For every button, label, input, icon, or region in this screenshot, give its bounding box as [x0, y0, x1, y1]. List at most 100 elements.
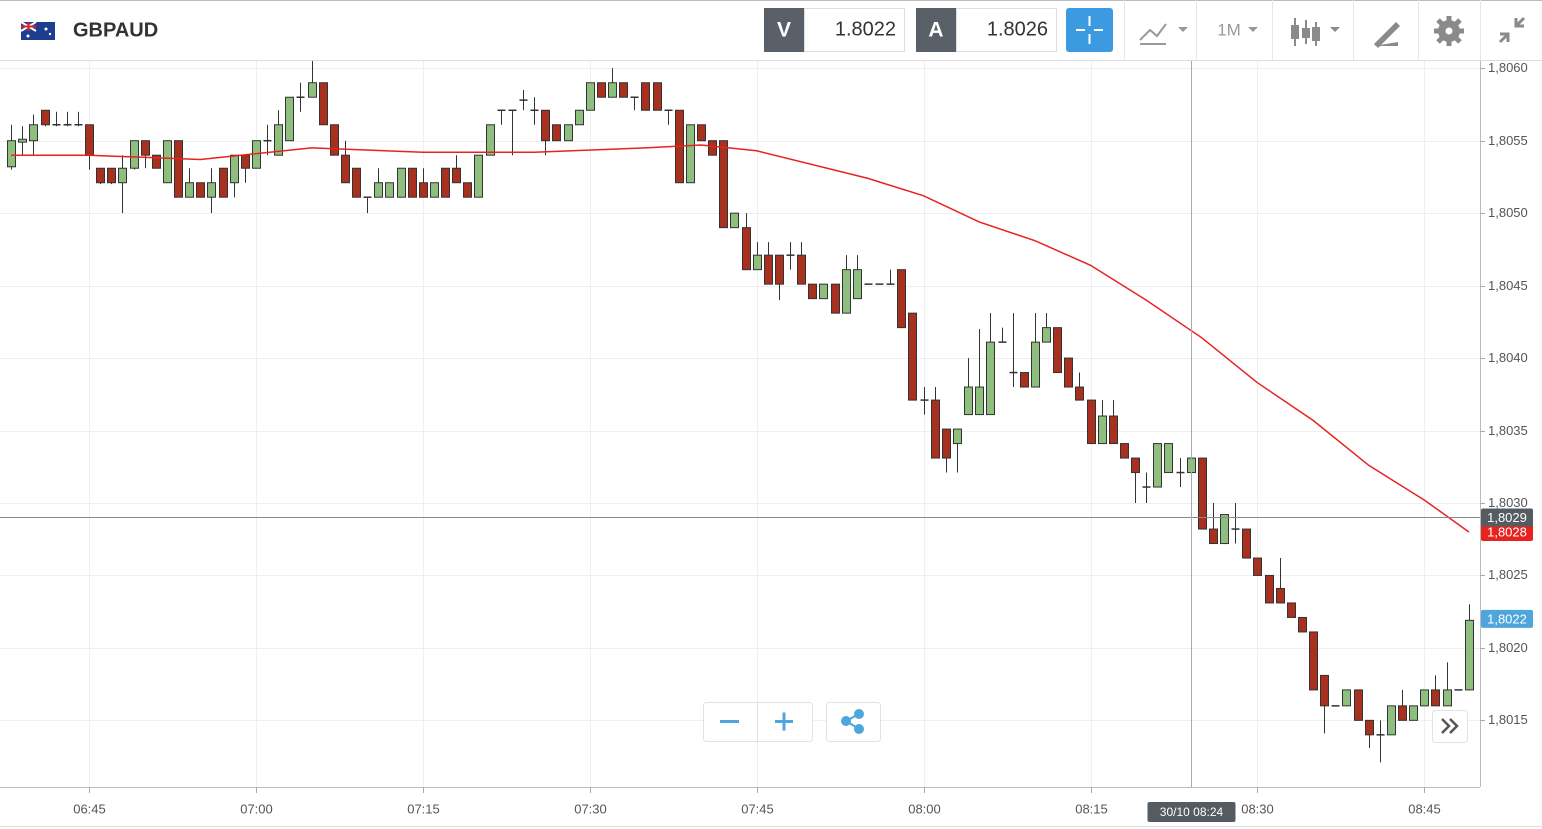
zoom-buttons: [703, 702, 1468, 743]
candle-body: [397, 167, 406, 198]
candle-body: [1220, 514, 1229, 545]
candle-body: [686, 124, 695, 184]
y-tick-label: 1,8020: [1488, 640, 1528, 655]
candle-body: [185, 182, 194, 198]
candle-body: [608, 82, 617, 98]
candle-body: [1365, 719, 1374, 736]
candle-body: [931, 399, 940, 459]
y-tick-label: 1,8025: [1488, 567, 1528, 582]
candle-body: [130, 140, 139, 169]
bid-button[interactable]: [764, 8, 804, 52]
candle-body: [118, 167, 127, 184]
crosshair-button[interactable]: [1066, 8, 1113, 52]
candle-body: [552, 124, 561, 142]
timeframe[interactable]: 1M: [1217, 20, 1241, 39]
candle-body: [1209, 528, 1218, 545]
candle-body: [842, 269, 851, 314]
candle-body: [174, 140, 183, 198]
candle-body: [1265, 574, 1274, 604]
indicator-button[interactable]: [1139, 23, 1188, 45]
candle-body: [1465, 619, 1474, 691]
collapse-button[interactable]: [1498, 16, 1526, 44]
share[interactable]: [841, 709, 864, 734]
candle-body: [697, 124, 706, 142]
scroll-end-icon: [1441, 718, 1459, 734]
y-tick-label: 1,8060: [1488, 60, 1528, 75]
settings-button[interactable]: [1434, 16, 1464, 46]
candle-body: [564, 124, 573, 142]
candle-body: [764, 254, 773, 285]
candle-body: [196, 182, 205, 198]
draw-button[interactable]: [1374, 22, 1400, 48]
ma-last-label: 1,8028: [1487, 524, 1527, 539]
y-tick-label: 1,8040: [1488, 350, 1528, 365]
candle-body: [986, 341, 995, 416]
candle-body: [975, 386, 984, 416]
plot: [7, 61, 1474, 763]
candle-body: [419, 182, 428, 198]
candle-body: [207, 182, 216, 198]
candle-body: [374, 182, 383, 198]
candle-body: [319, 82, 328, 126]
zoom-out[interactable]: [720, 720, 739, 723]
grid: 1,80151,80201,80251,80301,80351,80401,80…: [0, 60, 1542, 829]
candle-body: [719, 140, 728, 229]
bid-price: 1.8022: [835, 18, 896, 40]
zoom-in[interactable]: [775, 712, 793, 731]
x-tick-label: 06:45: [73, 801, 106, 816]
candle-body: [430, 182, 439, 198]
x-tick-label: 08:00: [908, 801, 941, 816]
candle-body: [1109, 415, 1118, 445]
moving-average: [11, 144, 1470, 533]
candle-body: [1431, 689, 1440, 707]
candle-body: [341, 154, 350, 184]
x-tick-label: 07:30: [574, 801, 607, 816]
candle-body: [18, 138, 27, 143]
candle-body: [1075, 386, 1084, 401]
candle-body: [831, 283, 840, 314]
candle-body: [753, 254, 762, 271]
candle-body: [730, 212, 739, 229]
candle-body: [942, 428, 951, 459]
x-tick-label: 08:45: [1408, 801, 1441, 816]
candle-body: [285, 96, 294, 142]
candle-body: [1242, 528, 1251, 559]
candle-body: [908, 312, 917, 401]
candle-body: [1131, 457, 1140, 474]
candle-body: [641, 82, 650, 111]
candle-body: [1409, 705, 1418, 721]
x-tick-label: 07:00: [240, 801, 273, 816]
candle-body: [597, 82, 606, 98]
candle-body: [219, 167, 228, 198]
candle-body: [1387, 705, 1396, 736]
candle-body: [819, 283, 828, 300]
candle-body: [85, 124, 94, 156]
candle-body: [1309, 631, 1318, 691]
candle-body: [1042, 327, 1051, 343]
candle-body: [463, 182, 472, 198]
bid-box: [804, 8, 905, 52]
bid-label: V: [777, 19, 791, 42]
x-tick-label: 07:15: [407, 801, 440, 816]
x-tick-label: 07:45: [741, 801, 774, 816]
candle-body: [241, 154, 250, 169]
candle-body: [230, 154, 239, 184]
crosshair-value-label-box: [1481, 508, 1533, 527]
candle-body: [964, 386, 973, 416]
x-axis-band: [0, 788, 1542, 829]
ask-button[interactable]: [916, 8, 956, 52]
candle-body: [1420, 689, 1429, 707]
candle-body: [1020, 372, 1029, 388]
candle-body: [330, 124, 339, 156]
y-tick-label: 1,8055: [1488, 133, 1528, 148]
symbol: GBPAUD: [73, 19, 158, 41]
chart-type-button[interactable]: [1291, 18, 1340, 46]
candle-body: [308, 82, 317, 98]
candle-body: [1031, 341, 1040, 388]
y-tick-label: 1,8015: [1488, 712, 1528, 727]
candle-body: [163, 140, 172, 184]
y-tick-label: 1,8045: [1488, 278, 1528, 293]
candle-body: [1120, 443, 1129, 459]
